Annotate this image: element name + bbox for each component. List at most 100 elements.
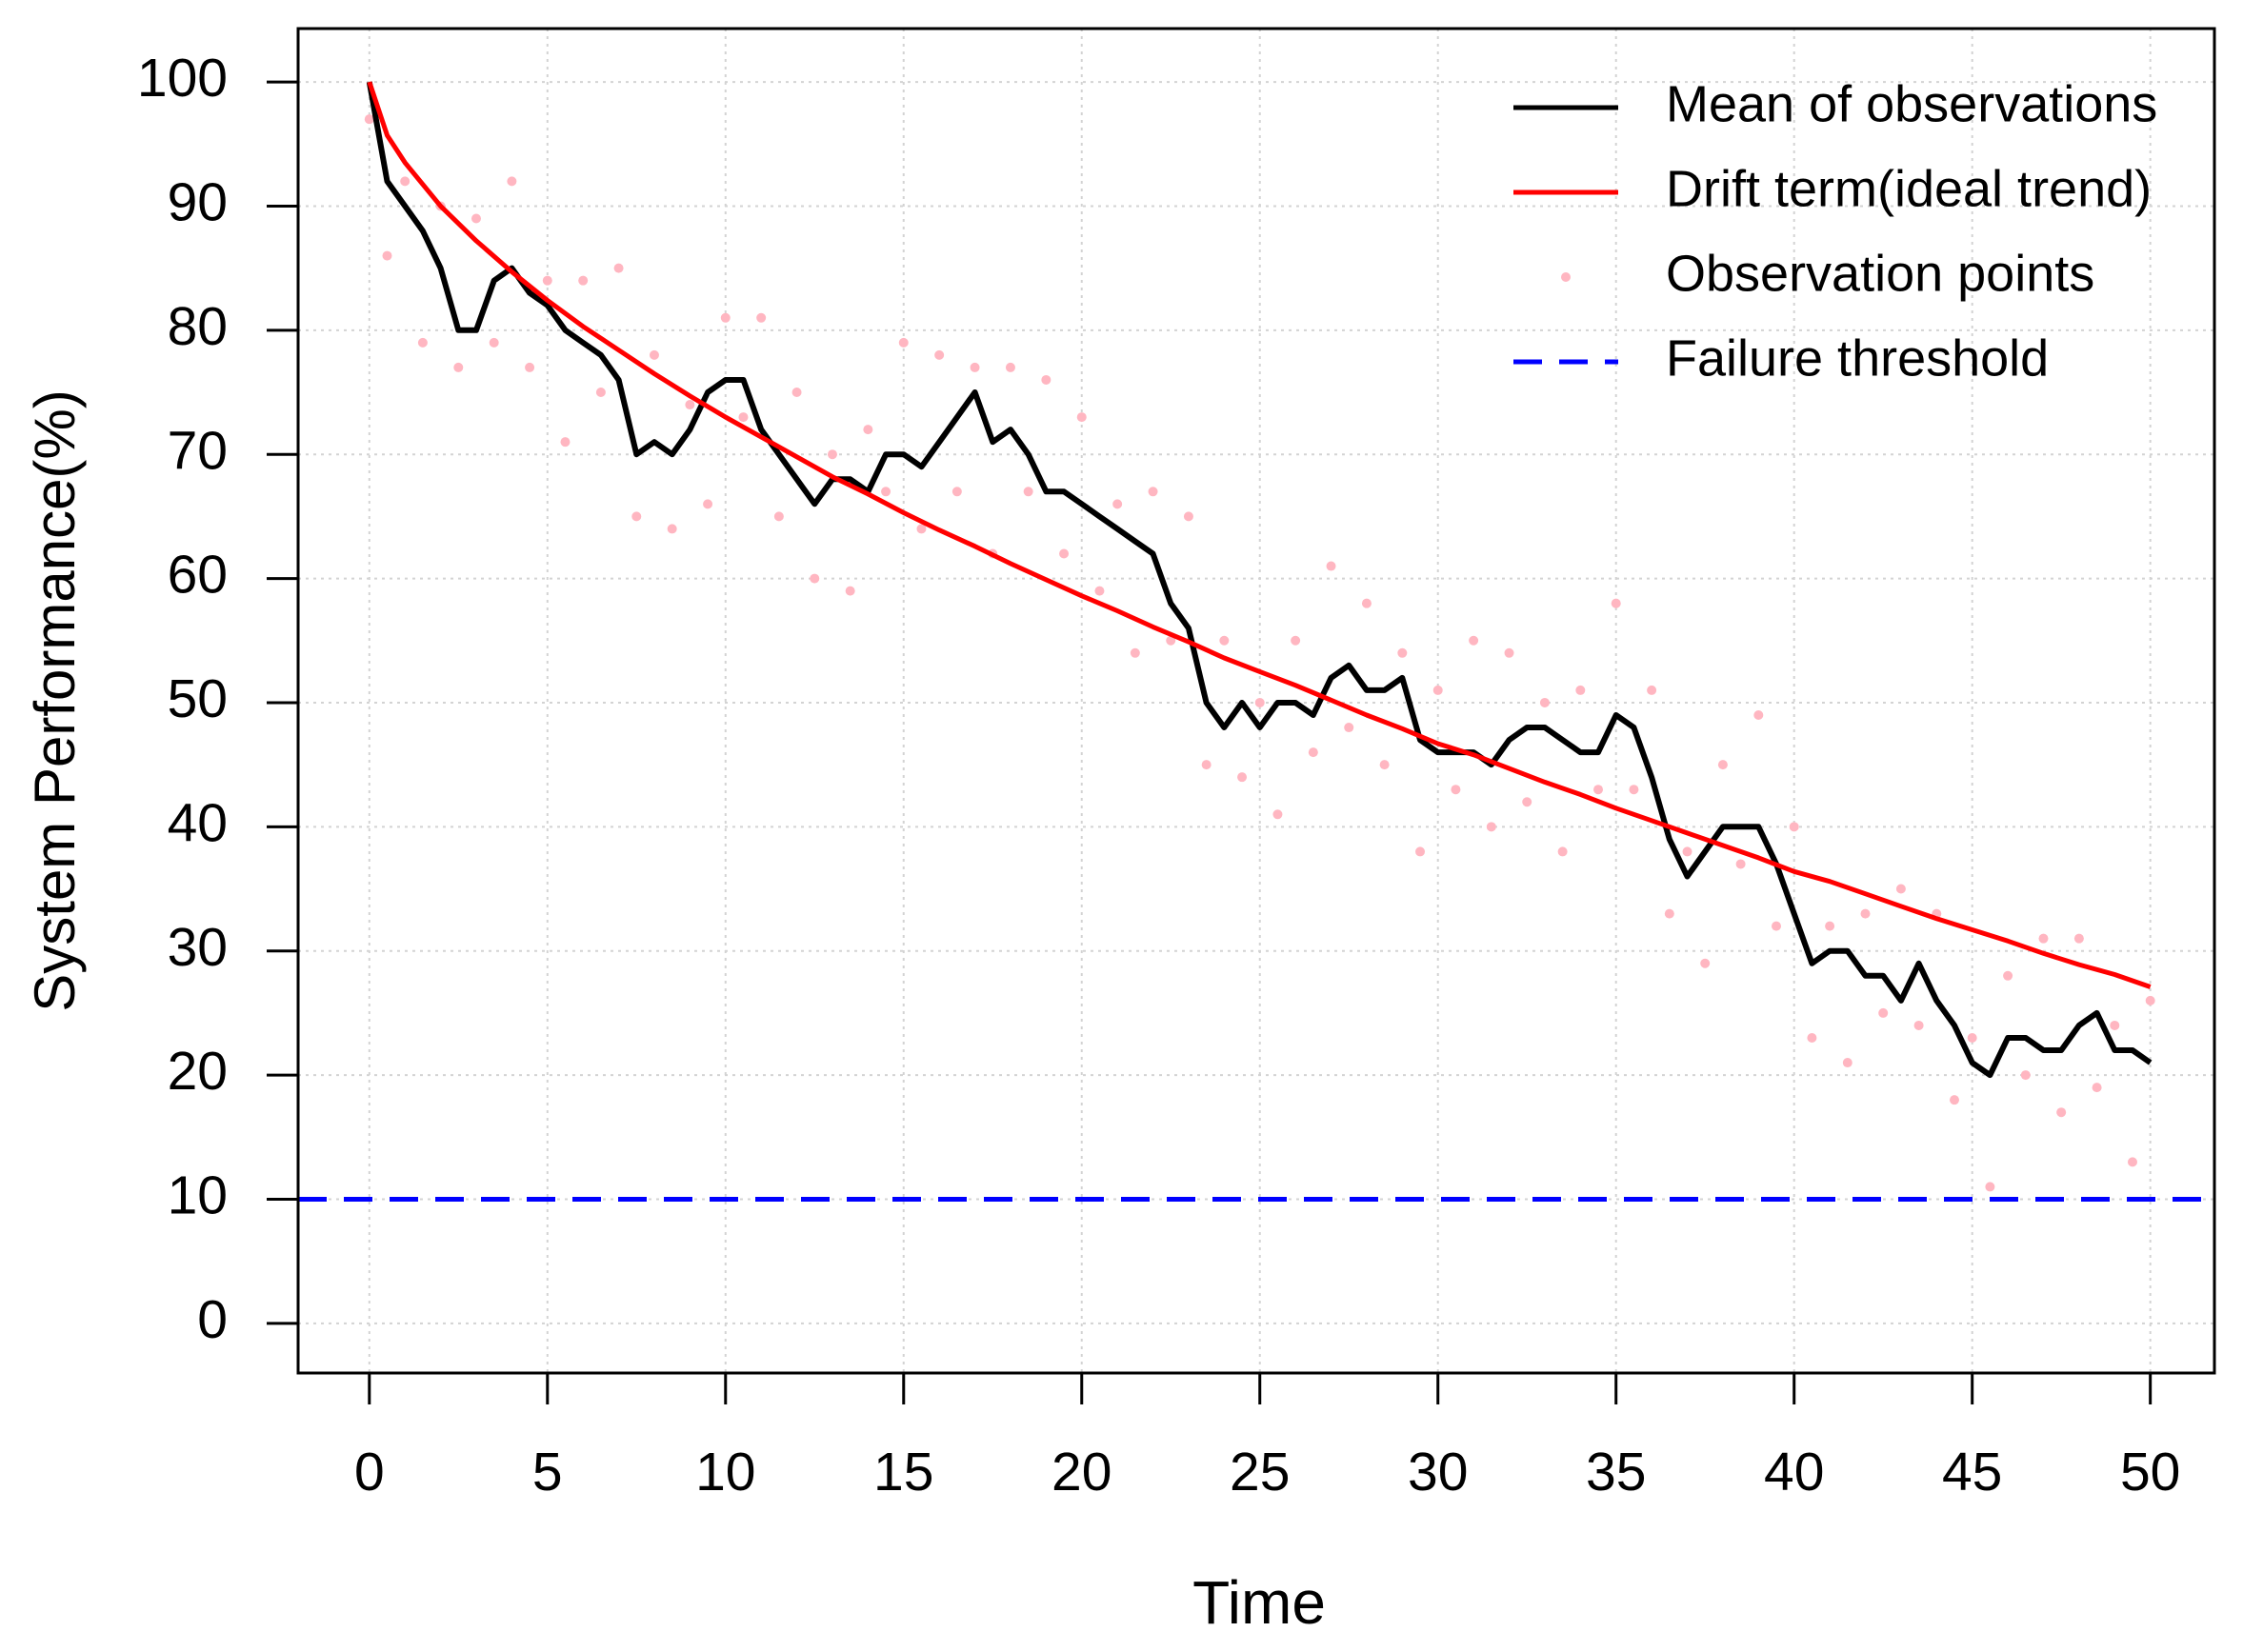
observation-point — [1379, 760, 1390, 770]
observation-point — [1682, 846, 1692, 857]
x-tick-label: 20 — [1051, 1442, 1111, 1503]
observation-point — [970, 362, 980, 372]
observation-point — [863, 425, 873, 435]
observation-point — [845, 586, 855, 596]
observation-point — [2110, 1020, 2120, 1030]
observation-point — [1486, 822, 1496, 832]
x-axis-title: Time — [1192, 1568, 1326, 1637]
observation-point — [1041, 374, 1051, 385]
observation-point — [1825, 921, 1835, 931]
observation-point — [1148, 487, 1158, 497]
observation-point — [1166, 635, 1176, 646]
observation-point — [1913, 1020, 1924, 1030]
observation-point — [2020, 1070, 2031, 1081]
y-tick-label: 80 — [168, 296, 228, 357]
observation-point — [489, 337, 499, 348]
y-tick-label: 30 — [168, 917, 228, 978]
y-tick-label: 20 — [168, 1041, 228, 1102]
observation-point — [649, 349, 659, 360]
observation-point — [1842, 1058, 1852, 1068]
observation-point — [1094, 586, 1105, 596]
observation-point — [1005, 362, 1015, 372]
observation-point — [1451, 785, 1461, 795]
observation-point — [1397, 647, 1408, 658]
observation-point — [1504, 647, 1514, 658]
observation-point — [1985, 1182, 1995, 1192]
x-tick-label: 0 — [354, 1442, 385, 1503]
observation-point — [703, 499, 713, 509]
observation-point — [2127, 1157, 2137, 1167]
observation-point — [2038, 933, 2049, 944]
observation-point — [1949, 1095, 1959, 1105]
observation-point — [1326, 561, 1336, 571]
observation-point — [1575, 685, 1586, 695]
observation-point — [382, 250, 392, 261]
observation-point — [364, 114, 374, 125]
observation-point — [542, 275, 552, 286]
x-tick-label: 15 — [873, 1442, 933, 1503]
y-tick-label: 60 — [168, 545, 228, 606]
observation-point — [507, 176, 517, 187]
x-tick-label: 10 — [695, 1442, 755, 1503]
observation-point — [1789, 822, 1799, 832]
y-tick-label: 40 — [168, 792, 228, 853]
observation-point — [1753, 709, 1764, 720]
observation-point — [898, 337, 909, 348]
observation-point — [934, 349, 945, 360]
x-tick-label: 5 — [532, 1442, 563, 1503]
observation-point — [578, 275, 589, 286]
observation-point — [1772, 921, 1782, 931]
observation-point — [916, 524, 927, 534]
legend-label: Mean of observations — [1666, 75, 2157, 132]
observation-point — [613, 263, 624, 273]
observation-point — [1183, 511, 1193, 522]
observation-point — [1664, 908, 1674, 919]
observation-point — [1878, 1007, 1889, 1018]
observation-point — [1593, 785, 1604, 795]
observation-point — [1344, 723, 1354, 733]
legend-label: Drift term(ideal trend) — [1666, 160, 2152, 217]
observation-point — [1112, 499, 1123, 509]
observation-point — [1291, 635, 1301, 646]
observation-point — [1432, 685, 1443, 695]
observation-point — [1647, 685, 1657, 695]
x-tick-label: 50 — [2120, 1442, 2180, 1503]
observation-point — [951, 487, 962, 497]
y-axis-title: System Performance(%) — [23, 389, 87, 1012]
series-line — [366, 81, 2153, 1079]
observation-point — [1219, 635, 1230, 646]
observation-point — [791, 388, 802, 398]
observation-point — [1522, 797, 1532, 807]
observation-point — [827, 449, 837, 460]
observation-point — [1023, 487, 1033, 497]
legend-swatch — [1561, 272, 1571, 282]
observation-point — [595, 388, 606, 398]
observation-point — [1717, 760, 1728, 770]
observation-point — [471, 213, 481, 224]
observation-point — [1130, 647, 1140, 658]
observation-point — [1201, 760, 1212, 770]
observation-point — [417, 337, 428, 348]
observation-point — [525, 362, 535, 372]
observation-point — [1735, 859, 1746, 869]
observation-point — [1237, 772, 1248, 783]
y-tick-label: 50 — [168, 668, 228, 729]
observation-point — [631, 511, 642, 522]
observation-point — [2145, 995, 2155, 1005]
y-tick-label: 10 — [168, 1165, 228, 1226]
y-tick-label: 0 — [197, 1289, 228, 1350]
observation-point — [1629, 785, 1639, 795]
y-tick-label: 100 — [137, 48, 228, 109]
legend-label: Observation points — [1666, 245, 2094, 302]
plot-area — [298, 81, 2214, 1202]
x-tick-label: 35 — [1586, 1442, 1646, 1503]
observation-point — [1361, 598, 1372, 608]
observation-point — [1059, 548, 1070, 559]
observation-point — [1807, 1032, 1817, 1043]
observation-point — [1539, 697, 1550, 707]
observation-point — [560, 437, 571, 448]
observation-point — [773, 511, 784, 522]
y-tick-label: 90 — [168, 172, 228, 233]
observation-point — [453, 362, 464, 372]
